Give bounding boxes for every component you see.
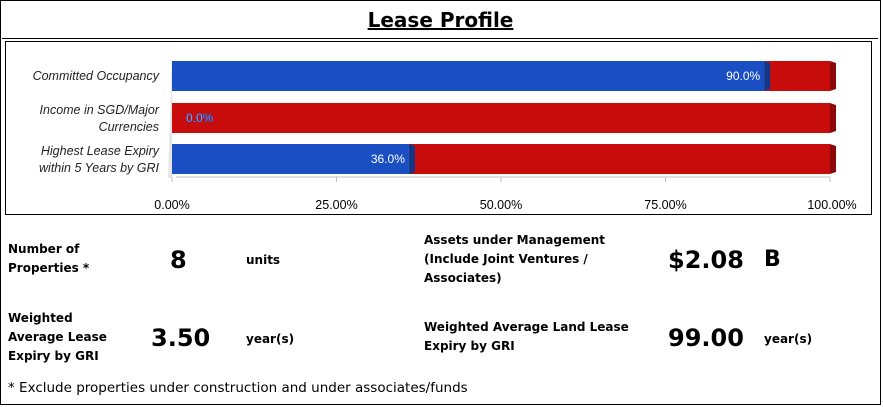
x-tick-label: 50.00% — [480, 198, 522, 212]
category-label: Committed Occupancy — [33, 69, 160, 83]
bar-remainder-side — [830, 61, 836, 91]
bar-remainder — [408, 144, 830, 174]
aum-value: $2.08 — [668, 246, 744, 274]
properties-value: 8 — [170, 246, 187, 274]
x-tick-label: 25.00% — [315, 198, 357, 212]
bar-remainder — [764, 61, 830, 91]
chart-floor — [168, 53, 172, 178]
bar-remainder — [172, 103, 830, 133]
title-divider — [2, 38, 878, 39]
land-lease-label-line: Weighted Average Land Lease — [424, 320, 629, 334]
bar-remainder-side — [830, 103, 836, 133]
data-label: 90.0% — [726, 69, 760, 83]
aum-label-line: (Include Joint Ventures / — [424, 252, 588, 266]
properties-label: Number of Properties * — [8, 240, 89, 278]
wale-unit: year(s) — [246, 332, 295, 346]
wale-label-line: Average Lease — [8, 330, 107, 344]
category-label: Income in SGD/Major — [40, 103, 160, 117]
bar-value — [172, 144, 409, 174]
bar-value-side — [408, 144, 415, 174]
land-lease-unit: year(s) — [764, 332, 813, 346]
aum-label-line: Assets under Management — [424, 233, 606, 247]
x-tick-label: 0.00% — [154, 198, 189, 212]
category-label: within 5 Years by GRI — [39, 161, 159, 175]
wale-value: 3.50 — [151, 324, 211, 352]
chart-frame — [5, 41, 872, 215]
aum-unit: B — [764, 247, 781, 272]
footnote: * Exclude properties under construction … — [8, 380, 468, 396]
bar-remainder-side — [830, 144, 836, 174]
properties-label-line: Properties * — [8, 261, 90, 275]
properties-label-line: Number of — [8, 242, 80, 256]
wale-label: Weighted Average Lease Expiry by GRI — [8, 309, 107, 366]
properties-unit: units — [246, 253, 281, 267]
panel-title: Lease Profile — [367, 8, 514, 32]
category-label: Highest Lease Expiry — [41, 144, 160, 158]
category-label: Currencies — [99, 120, 159, 134]
x-tick-label: 100.00% — [807, 198, 856, 212]
data-label: 36.0% — [371, 152, 405, 166]
land-lease-label: Weighted Average Land Lease Expiry by GR… — [424, 318, 629, 356]
lease-profile-chart: 90.0% Committed Occupancy 0.0% Income in SG… — [33, 53, 857, 212]
data-label: 0.0% — [186, 111, 214, 125]
wale-label-line: Expiry by GRI — [8, 349, 99, 363]
bar-value — [172, 61, 765, 91]
bar-value-side — [764, 61, 771, 91]
land-lease-label-line: Expiry by GRI — [424, 339, 515, 353]
aum-label: Assets under Management (Include Joint V… — [424, 231, 605, 288]
aum-label-line: Associates) — [424, 271, 502, 285]
land-lease-value: 99.00 — [668, 324, 744, 352]
wale-label-line: Weighted — [8, 311, 73, 325]
x-tick-label: 75.00% — [644, 198, 686, 212]
